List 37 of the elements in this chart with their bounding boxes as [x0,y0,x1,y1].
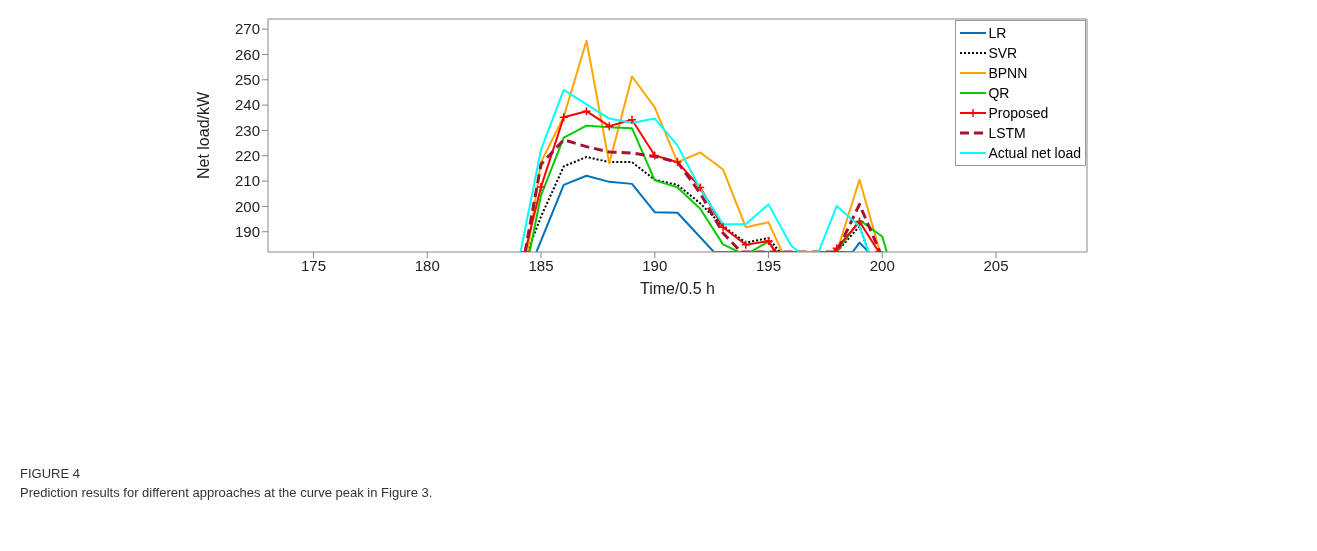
y-tick-label: 250 [234,71,260,89]
point [672,157,683,167]
point [718,222,728,232]
y-tick-label: 220 [234,147,260,165]
point [741,239,751,250]
legend-label: LSTM [988,125,1026,141]
point [604,121,614,131]
point [832,243,842,252]
x-tick-label: 190 [642,256,668,274]
legend-label: BPNN [988,65,1028,81]
legend-label: LR [988,25,1007,41]
legend-label: Actual net load [988,145,1081,161]
caption: FIGURE 4 [20,466,81,481]
text: Prediction results for different approaches at the curve peak in Figure 3. [20,485,434,500]
y-tick-label: 200 [234,197,260,215]
y-tick-label: 240 [234,96,260,114]
x-tick-label: 175 [300,256,327,274]
point [559,112,569,123]
point [581,106,592,116]
x-tick-label: 200 [869,256,895,274]
y-tick-label: 210 [234,172,260,190]
x-tick-label: 180 [414,256,440,274]
x-tick-label: 205 [983,256,1009,274]
point [763,236,774,246]
point [650,150,660,161]
legend-label: Proposed [988,105,1049,121]
y-tick-label: 260 [234,45,260,63]
point [627,115,637,125]
legend-label: QR [988,85,1010,101]
legend-label: SVR [988,45,1018,61]
x-tick-label: 195 [755,256,782,274]
y-tick-label: 270 [234,20,260,38]
x-axis-title: Time/0.5 h [640,280,715,297]
y-tick-label: 230 [234,121,260,139]
y-tick-label: 190 [234,223,260,241]
y-axis-title: Net load/kW [194,91,212,180]
x-tick-label: 185 [528,256,554,274]
